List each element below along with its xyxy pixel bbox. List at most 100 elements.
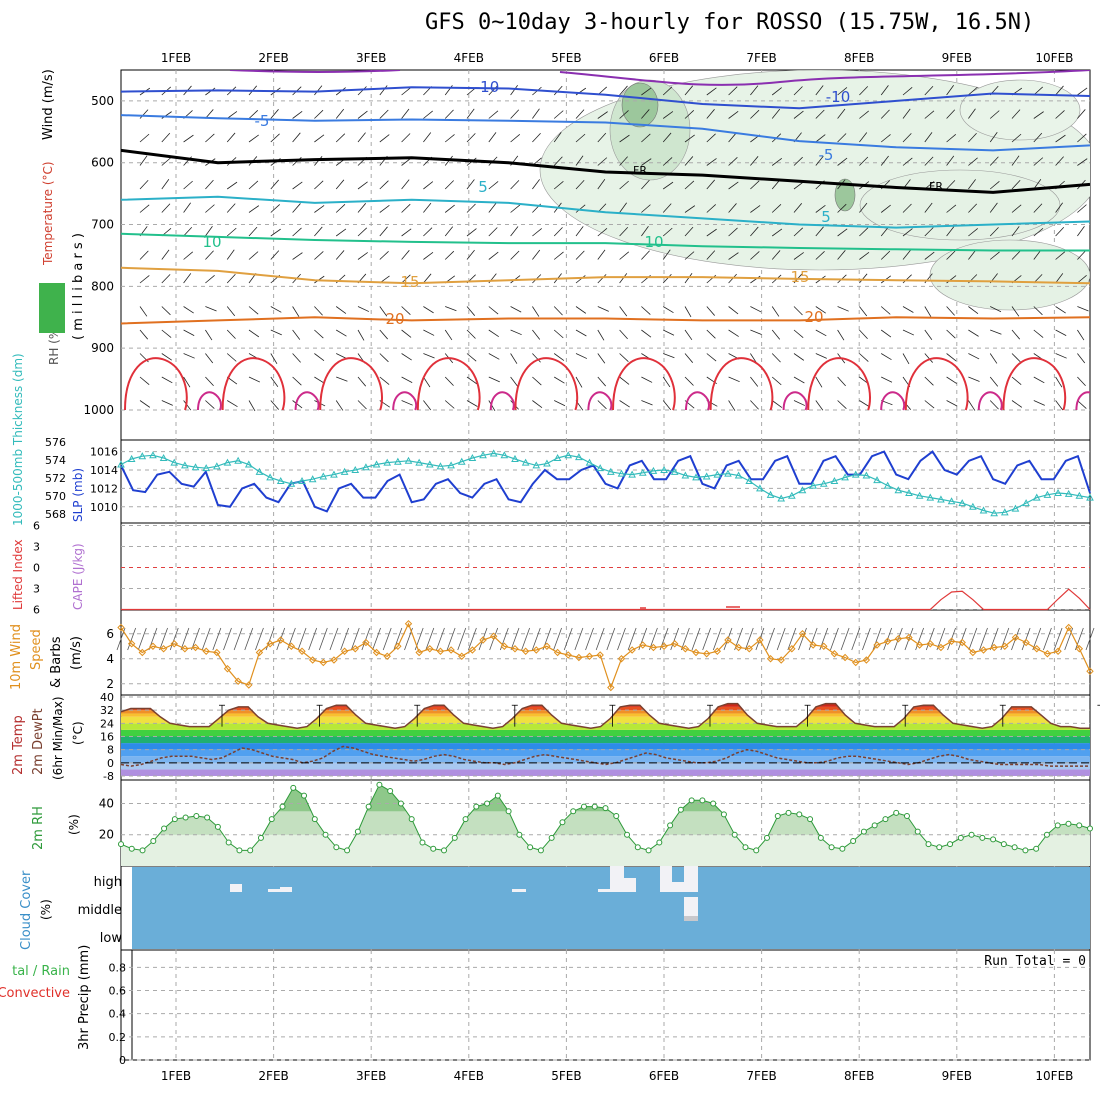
wind-barb bbox=[859, 110, 869, 119]
thickness-marker bbox=[138, 452, 147, 460]
pressure-tick-label: 1000 bbox=[83, 403, 114, 417]
wind-barb bbox=[226, 111, 238, 119]
rh-marker bbox=[161, 825, 168, 832]
wind-barb bbox=[401, 306, 411, 315]
thickness-marker bbox=[202, 464, 211, 472]
wind-barb bbox=[335, 306, 347, 314]
rh-marker bbox=[925, 841, 932, 848]
surface-wind-barb bbox=[276, 627, 286, 651]
wind-barb bbox=[444, 134, 455, 143]
wind-barb bbox=[226, 181, 238, 190]
isotherm-25 bbox=[416, 357, 481, 411]
wind-barb bbox=[161, 306, 171, 316]
thickness-marker bbox=[340, 467, 349, 475]
wind-barb bbox=[662, 181, 674, 190]
wind-barb bbox=[292, 252, 303, 260]
contour-label: FR bbox=[633, 164, 647, 177]
contour-label: 20 bbox=[804, 308, 823, 326]
thickness-marker bbox=[404, 456, 413, 464]
wind-barb bbox=[423, 376, 431, 388]
surface-wind-barb bbox=[989, 627, 999, 651]
isotherm-30 bbox=[880, 391, 906, 411]
isotherm-line bbox=[121, 114, 1090, 152]
wind-barb bbox=[837, 400, 847, 409]
cloud-cell bbox=[598, 889, 610, 892]
wind-barb bbox=[379, 353, 389, 363]
rh-marker bbox=[344, 847, 351, 854]
wind-barb bbox=[161, 132, 171, 143]
wind-speed-marker bbox=[969, 648, 977, 657]
wind-barb bbox=[597, 274, 607, 284]
wind-speed-marker bbox=[468, 646, 477, 654]
rh-marker bbox=[214, 823, 221, 830]
wind-speed-marker bbox=[181, 645, 189, 653]
thickness-marker bbox=[127, 454, 136, 462]
wind-barb bbox=[1055, 85, 1064, 96]
wind-barb bbox=[837, 376, 846, 387]
wind-barb bbox=[946, 306, 955, 316]
wind-speed-marker bbox=[596, 651, 604, 659]
thickness-marker bbox=[777, 494, 786, 502]
rh-marker bbox=[731, 831, 738, 838]
slp-tick-label: 1014 bbox=[90, 464, 118, 477]
rh-marker bbox=[257, 834, 264, 841]
wind-barb bbox=[1033, 227, 1044, 237]
wind-barb bbox=[706, 109, 715, 119]
surface-wind-barb bbox=[382, 627, 392, 651]
surface-wind-barb bbox=[201, 627, 211, 651]
thickness-marker bbox=[372, 460, 381, 468]
wind-speed-marker bbox=[830, 650, 839, 658]
wind-barb bbox=[1055, 251, 1066, 260]
surface-wind-barb bbox=[830, 627, 839, 651]
wind-barb bbox=[771, 87, 782, 96]
cloud-cell bbox=[230, 884, 242, 892]
wind-barb bbox=[771, 376, 782, 386]
wind-barb bbox=[248, 110, 259, 119]
wind-barb bbox=[444, 329, 453, 341]
run-total-label: Run Total = 0 bbox=[984, 954, 1086, 969]
wind-barb bbox=[793, 306, 803, 316]
wind-barb bbox=[597, 132, 607, 143]
isotherm-line bbox=[121, 316, 1090, 325]
rh-marker bbox=[990, 836, 997, 843]
wind-barb bbox=[488, 376, 500, 383]
surface-wind-barb bbox=[595, 627, 605, 651]
wind-barb bbox=[270, 353, 278, 364]
isotherm-30 bbox=[392, 391, 418, 411]
contour-label: -5 bbox=[255, 112, 270, 130]
wind-barb bbox=[1077, 158, 1088, 166]
wind-barb bbox=[226, 203, 236, 213]
surface-wind-barb bbox=[670, 627, 680, 651]
wind-barb bbox=[510, 109, 520, 119]
wind-barb bbox=[423, 181, 434, 190]
thickness-marker bbox=[958, 499, 967, 507]
wind-speed-marker bbox=[905, 633, 913, 642]
rh-marker bbox=[311, 816, 318, 823]
thickness-marker bbox=[788, 491, 796, 499]
wind-barb bbox=[880, 306, 891, 315]
wind-barb bbox=[880, 134, 891, 143]
wind-barb bbox=[837, 108, 846, 119]
wind-barb bbox=[401, 250, 410, 260]
wind-barb bbox=[989, 251, 1000, 260]
thickness-marker bbox=[117, 460, 125, 468]
surface-wind-barb bbox=[191, 627, 200, 651]
wind-barb bbox=[1011, 204, 1022, 213]
surface-wind-barb bbox=[329, 627, 339, 651]
li-tick-label: 0 bbox=[33, 562, 40, 575]
wind-speed-marker bbox=[1022, 638, 1030, 647]
wind-barb bbox=[510, 226, 519, 237]
wind-barb bbox=[619, 376, 630, 385]
wind-barb bbox=[423, 110, 433, 119]
wind-barb bbox=[1033, 329, 1044, 338]
wind-barb bbox=[1077, 376, 1086, 387]
wind-barb bbox=[837, 228, 848, 237]
wind-barb bbox=[401, 87, 412, 96]
cloud-cell bbox=[660, 866, 672, 892]
surface-wind-barb bbox=[1064, 627, 1074, 651]
isotherm-30 bbox=[685, 391, 710, 411]
wind-barb bbox=[1055, 376, 1063, 388]
wind-barb bbox=[859, 329, 868, 340]
temp-tick-label: 40 bbox=[100, 691, 114, 704]
wind-barb bbox=[139, 204, 150, 213]
